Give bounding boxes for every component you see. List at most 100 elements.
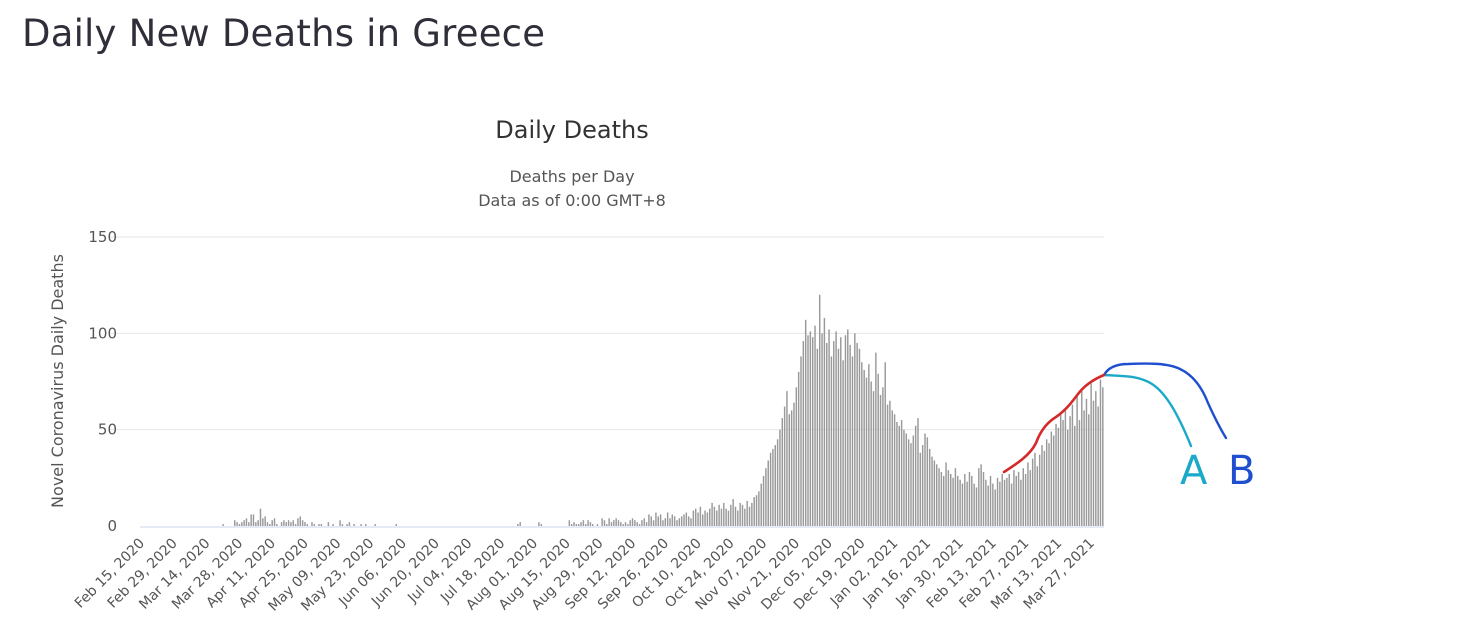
bar	[907, 439, 910, 526]
bar	[917, 418, 919, 526]
bar	[1067, 429, 1069, 526]
bar	[259, 508, 262, 526]
bar	[833, 341, 835, 526]
bar	[285, 522, 287, 526]
bar	[800, 356, 802, 526]
bar	[1029, 470, 1032, 526]
bar	[872, 391, 875, 526]
bar	[992, 483, 994, 526]
bar	[999, 481, 1001, 526]
bar	[624, 522, 627, 526]
bar	[758, 491, 760, 526]
bar	[807, 335, 809, 526]
bar	[643, 518, 645, 526]
bar	[879, 394, 882, 526]
bar	[971, 475, 973, 526]
bar	[374, 524, 376, 526]
bar	[301, 520, 304, 526]
bar	[751, 502, 753, 526]
bar	[893, 414, 896, 526]
bar	[327, 522, 330, 526]
bar	[538, 522, 540, 526]
bar	[870, 381, 872, 526]
bar	[1055, 423, 1057, 526]
bar	[631, 518, 634, 526]
bar	[1090, 383, 1092, 526]
bar	[994, 489, 996, 526]
bar	[718, 504, 720, 526]
bar	[1064, 408, 1067, 526]
bar	[264, 516, 266, 526]
bar	[1059, 414, 1062, 526]
bar	[587, 520, 589, 526]
bar	[395, 524, 397, 526]
bar	[748, 506, 751, 526]
bar	[685, 512, 688, 526]
bar	[914, 425, 917, 526]
bar	[861, 362, 863, 526]
bar	[980, 464, 982, 526]
bar	[875, 352, 877, 526]
bar	[596, 524, 599, 526]
annotation-curve-a	[1102, 373, 1193, 448]
bar	[926, 437, 929, 526]
y-tick-label: 50	[98, 421, 117, 439]
bar	[889, 400, 891, 526]
bar	[570, 524, 573, 526]
bar	[690, 518, 692, 526]
bar	[844, 335, 847, 526]
bar	[830, 356, 833, 526]
bar	[1001, 473, 1003, 526]
annotation-label-b: B	[1228, 448, 1255, 494]
bar	[348, 522, 351, 526]
bar	[276, 524, 278, 526]
bar	[580, 522, 582, 526]
bar	[1006, 477, 1008, 526]
bar	[982, 472, 985, 526]
bar	[1083, 410, 1085, 526]
bar	[592, 524, 594, 526]
bar	[947, 470, 950, 526]
bar	[711, 502, 713, 526]
bar	[865, 377, 868, 526]
bar	[238, 524, 241, 526]
bar	[1088, 414, 1090, 526]
bar	[1052, 435, 1055, 526]
bar	[723, 502, 725, 526]
bar	[634, 520, 636, 526]
bar	[816, 348, 819, 526]
bar	[673, 516, 676, 526]
bar	[669, 518, 671, 526]
bar	[760, 483, 762, 526]
bar	[924, 433, 926, 526]
bar	[732, 499, 734, 526]
bar	[262, 518, 264, 526]
bar	[613, 520, 615, 526]
bar	[910, 443, 912, 526]
bar	[606, 524, 608, 526]
bar	[601, 518, 603, 526]
bar	[790, 410, 793, 526]
bar	[699, 506, 702, 526]
y-tick-labels: 0 50 100 150	[88, 228, 117, 535]
gridlines	[110, 236, 1104, 431]
bar	[313, 524, 316, 526]
bar	[287, 520, 290, 526]
bar	[943, 475, 945, 526]
annotation-label-a: A	[1180, 448, 1208, 494]
bar	[320, 524, 323, 526]
bar	[741, 504, 744, 526]
bar	[360, 524, 362, 526]
bar	[802, 341, 805, 526]
y-tick-label: 100	[88, 324, 117, 342]
bar	[346, 524, 348, 526]
bar	[664, 518, 667, 526]
bar	[517, 524, 519, 526]
bar	[886, 404, 889, 526]
bar	[292, 520, 294, 526]
bar	[765, 468, 767, 526]
bar	[676, 520, 678, 526]
bar	[928, 448, 931, 526]
bar	[245, 518, 248, 526]
